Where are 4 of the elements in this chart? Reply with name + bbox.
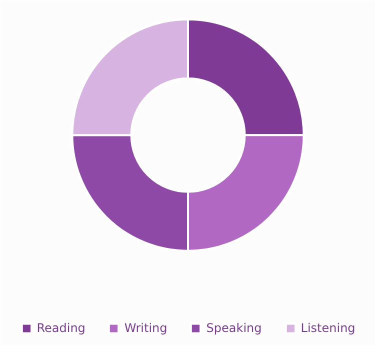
legend-label: Writing (124, 321, 168, 335)
legend-label: Reading (36, 321, 86, 335)
legend-label: Speaking (206, 321, 262, 335)
legend-label: Listening (300, 321, 356, 335)
